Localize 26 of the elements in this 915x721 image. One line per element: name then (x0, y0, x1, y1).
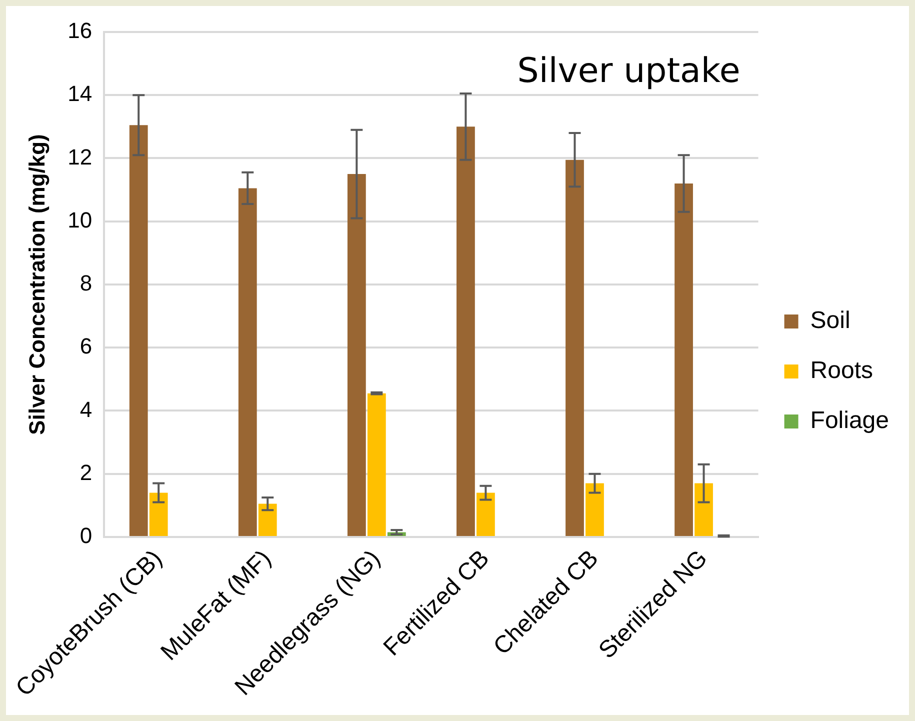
bar (238, 188, 257, 536)
y-tick-label: 14 (68, 81, 92, 106)
bar (456, 126, 475, 536)
bar (674, 183, 693, 536)
bar (129, 125, 148, 536)
bar (586, 483, 604, 536)
y-tick-label: 8 (80, 270, 92, 296)
bar (258, 504, 277, 536)
bar (694, 483, 713, 536)
bar (367, 393, 386, 536)
bar (566, 160, 584, 536)
bar (347, 174, 366, 536)
y-tick-label: 6 (80, 334, 92, 359)
y-tick-label: 4 (80, 396, 92, 422)
text: Silver uptake (517, 51, 740, 91)
y-tick-label: 16 (68, 18, 92, 44)
y-tick-label: 10 (68, 207, 92, 232)
bar (149, 492, 168, 536)
y-tick-label: 0 (80, 523, 92, 548)
bar (476, 492, 495, 536)
legend-label: Soil (810, 307, 850, 334)
legend-label: Foliage (810, 407, 890, 434)
y-tick-label: 12 (68, 144, 92, 170)
y-tick-label: 2 (80, 460, 92, 485)
y-axis-title: Silver Concentration (mg/kg) (24, 134, 50, 435)
legend-label: Roots (810, 357, 873, 384)
